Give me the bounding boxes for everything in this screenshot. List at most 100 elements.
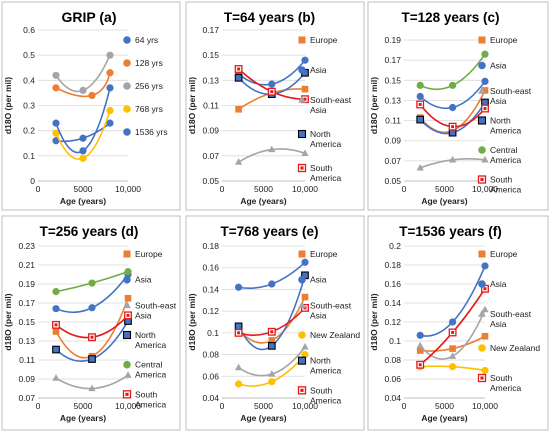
y-tick-label: 0.11 (385, 116, 401, 126)
legend-label: Asia (490, 61, 507, 71)
data-point (124, 37, 131, 44)
x-tick-label: 5000 (254, 401, 273, 411)
data-point (53, 346, 60, 353)
data-point (53, 120, 60, 127)
y-tick-label: 0.07 (384, 156, 401, 166)
data-point (235, 381, 242, 388)
legend-label: 1536 yrs (135, 127, 168, 137)
chart-panel-1: 0 0.1 0.2 0.3 0.4 0.5 0.6 0 5000 10,000 GRIP (a) Ag… (2, 2, 180, 210)
data-point-core (300, 166, 303, 169)
legend-label: Asia (310, 310, 327, 320)
data-point (482, 333, 489, 340)
y-tick-label: 0.12 (384, 317, 401, 327)
data-point (417, 82, 424, 89)
data-point (124, 251, 131, 258)
y-tick-label: 0.17 (202, 25, 219, 35)
y-tick-label: 0.17 (384, 55, 401, 65)
legend-label: South-east (310, 300, 352, 310)
chart-title: T=1536 years (f) (399, 224, 501, 239)
chart-panel-2: 0.050.070.090.110.130.150.170 5000 10,000T… (186, 2, 364, 210)
data-point-core (480, 376, 483, 379)
x-tick-label: 10,000 (115, 184, 141, 194)
legend-label: Europe (490, 249, 518, 259)
x-tick-label: 0 (402, 401, 407, 411)
data-point (417, 116, 424, 123)
data-point (107, 69, 114, 76)
y-tick-label: 0.15 (202, 50, 219, 60)
data-point (269, 81, 276, 88)
legend-label: Asia (135, 310, 152, 320)
data-point (89, 92, 96, 99)
chart-title: GRIP (a) (62, 9, 117, 25)
y-tick-label: 0.1 (389, 336, 401, 346)
y-tick-label: 0.11 (203, 101, 219, 111)
legend-label: South-east (135, 300, 177, 310)
legend-label: Asia (310, 275, 327, 285)
y-tick-label: 0.04 (384, 393, 401, 403)
legend-label: Europe (490, 35, 518, 45)
data-point (302, 86, 309, 93)
data-point (299, 67, 306, 74)
data-point (479, 345, 486, 352)
legend-label: Asia (490, 96, 507, 106)
legend-label: South-east (490, 86, 532, 96)
y-tick-label: 0.16 (202, 263, 219, 273)
y-tick-label: 0.21 (18, 260, 35, 270)
data-point (80, 155, 87, 162)
legend-label: Asia (310, 105, 327, 115)
y-tick-label: 0.07 (18, 393, 35, 403)
chart-panel-6: 0.040.060.080.10.120.140.160.180.20 5000 1… (368, 216, 548, 430)
legend-label: America (135, 399, 166, 409)
legend-label: America (310, 139, 341, 149)
chart-panel-4: 0.07 0.09 0.11 0.13 0.15 0.17 0.19 0.21 0.23 0 500… (2, 216, 180, 430)
x-tick-label: 0 (220, 184, 225, 194)
data-point (124, 361, 131, 368)
y-axis-label: d18O (per mil) (369, 293, 379, 350)
y-tick-label: 0.13 (18, 336, 35, 346)
x-axis-label: Age (years) (421, 196, 467, 206)
data-point (299, 37, 306, 44)
data-point (80, 135, 87, 142)
legend-label: 128 yrs (135, 58, 163, 68)
y-tick-label: 0.19 (18, 279, 35, 289)
y-tick-label: 0.1 (207, 328, 219, 338)
data-point (269, 378, 276, 385)
data-point (107, 120, 114, 127)
data-point (269, 281, 276, 288)
data-point (417, 93, 424, 100)
data-point (302, 294, 309, 301)
y-tick-label: 0.07 (202, 151, 219, 161)
data-point (299, 332, 306, 339)
data-point (107, 52, 114, 59)
x-tick-label: 0 (36, 184, 41, 194)
legend-label: South (310, 163, 332, 173)
data-point (53, 305, 60, 312)
y-tick-label: 0.11 (19, 355, 35, 365)
x-axis-label: Age (years) (60, 196, 106, 206)
legend-label: North (490, 116, 511, 126)
y-tick-label: 0.08 (384, 355, 401, 365)
y-tick-label: 0.23 (18, 241, 35, 251)
legend-label: South-east (490, 309, 532, 319)
data-point (269, 343, 276, 350)
legend-label: 768 yrs (135, 104, 163, 114)
data-point (124, 332, 131, 339)
data-point (299, 357, 306, 364)
x-axis-label: Age (years) (60, 413, 106, 423)
data-point-core (270, 90, 273, 93)
x-axis-label: Age (years) (240, 413, 286, 423)
y-tick-label: 0.12 (202, 306, 219, 316)
y-tick-label: 0.3 (23, 101, 35, 111)
y-axis-label: d18O (per mil) (369, 77, 379, 134)
legend-label: South (490, 175, 512, 185)
x-tick-label: 0 (36, 401, 41, 411)
legend-label: South (490, 373, 512, 383)
data-point (124, 129, 131, 136)
x-tick-label: 0 (220, 401, 225, 411)
data-point (449, 82, 456, 89)
data-point (479, 62, 486, 69)
legend-label: America (310, 173, 341, 183)
chart-title: T=768 years (e) (221, 224, 319, 239)
legend-label: America (310, 366, 341, 376)
